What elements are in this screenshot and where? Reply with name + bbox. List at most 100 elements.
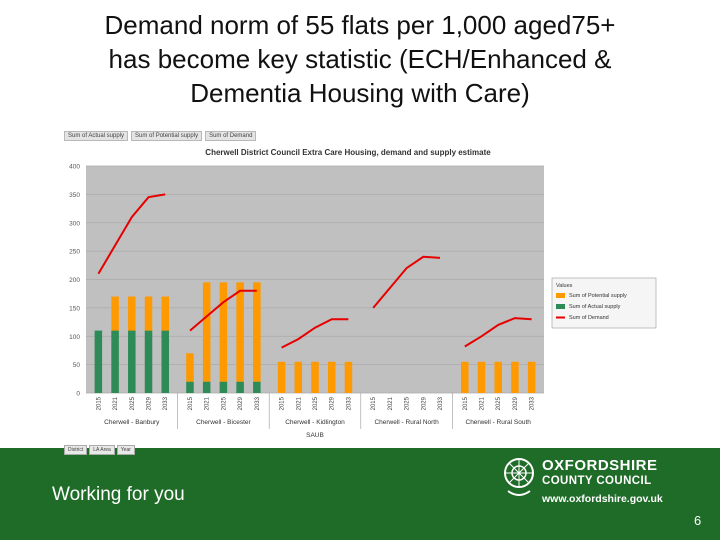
- title-line-3: Dementia Housing with Care): [190, 78, 530, 108]
- y-tick-label: 350: [69, 192, 80, 199]
- group-label: Cherwell - Rural South: [466, 419, 532, 426]
- bar-potential-supply: [494, 361, 502, 393]
- filter-bar: District LA Area Year: [64, 445, 135, 455]
- bar-potential-supply: [144, 296, 153, 331]
- bar-potential-supply: [128, 296, 136, 331]
- bar-actual-supply: [161, 330, 170, 393]
- title-line-2: has become key statistic (ECH/Enhanced &: [108, 44, 612, 74]
- x-tick-label: 2033: [163, 396, 169, 410]
- x-tick-label: 2025: [405, 396, 411, 410]
- y-tick-label: 50: [73, 362, 81, 369]
- org-name-line1: OXFORDSHIRE: [542, 457, 658, 474]
- legend-entry: Sum of Demand: [569, 315, 609, 321]
- bar-potential-supply: [186, 353, 194, 382]
- bar-potential-supply: [460, 361, 469, 393]
- y-tick-label: 100: [69, 334, 80, 341]
- bar-potential-supply: [344, 361, 353, 393]
- demand-line: [372, 255, 441, 309]
- bar-actual-supply: [236, 381, 244, 393]
- filter-district-button[interactable]: District: [64, 445, 88, 455]
- x-tick-label: 2015: [188, 396, 194, 410]
- crest-icon: [504, 458, 534, 496]
- bar-actual-supply: [186, 381, 194, 393]
- bar-actual-supply: [128, 330, 136, 393]
- y-tick-label: 0: [76, 391, 80, 398]
- filter-year-button[interactable]: Year: [116, 445, 135, 455]
- x-tick-label: 2029: [421, 396, 427, 410]
- x-tick-label: 2029: [330, 396, 336, 410]
- bar-actual-supply: [94, 330, 103, 393]
- bar-potential-supply: [327, 361, 336, 393]
- bar-potential-supply: [511, 361, 519, 393]
- x-tick-label: 2021: [479, 396, 485, 410]
- bar-actual-supply: [144, 330, 153, 393]
- x-tick-label: 2033: [530, 396, 536, 410]
- x-tick-label: 2021: [296, 396, 302, 410]
- bar-potential-supply: [277, 361, 286, 393]
- legend-title: Values: [556, 283, 573, 289]
- x-tick-label: 2021: [205, 396, 211, 410]
- y-tick-label: 200: [69, 277, 80, 284]
- demand-line: [281, 318, 349, 349]
- org-website: www.oxfordshire.gov.uk: [542, 493, 663, 505]
- x-tick-label: 2015: [280, 396, 286, 410]
- x-tick-label: 2025: [313, 396, 319, 410]
- legend-box: [551, 277, 657, 329]
- legend-swatch: [556, 304, 565, 309]
- y-tick-label: 250: [69, 249, 80, 256]
- legend-entry: Sum of Potential supply: [569, 293, 627, 299]
- y-tick-label: 400: [69, 164, 80, 171]
- bar-actual-supply: [253, 381, 261, 393]
- footer-band: [0, 448, 720, 540]
- chart-frame: Cherwell District Council Extra Care Hou…: [58, 140, 666, 440]
- group-label: Cherwell - Bicester: [196, 419, 251, 426]
- x-tick-label: 2029: [513, 396, 519, 410]
- y-tick-label: 300: [69, 220, 80, 227]
- x-tick-label: 2025: [130, 396, 136, 410]
- chart-title: Cherwell District Council Extra Care Hou…: [205, 148, 491, 157]
- slide-title: Demand norm of 55 flats per 1,000 aged75…: [0, 8, 720, 110]
- x-tick-label: 2025: [496, 396, 502, 410]
- bar-actual-supply: [202, 381, 211, 393]
- bar-potential-supply: [253, 282, 261, 382]
- org-name-line2: COUNTY COUNCIL: [542, 475, 652, 487]
- group-label: Cherwell - Kidlington: [285, 419, 345, 426]
- bar-actual-supply: [111, 330, 119, 393]
- pivot-field-potential-button[interactable]: Sum of Potential supply: [131, 131, 203, 141]
- filter-la-area-button[interactable]: LA Area: [89, 445, 115, 455]
- title-line-1: Demand norm of 55 flats per 1,000 aged75…: [104, 10, 616, 40]
- demand-line: [464, 317, 532, 348]
- x-tick-label: 2021: [113, 396, 119, 410]
- bar-potential-supply: [202, 282, 211, 382]
- pivot-field-actual-button[interactable]: Sum of Actual supply: [64, 131, 129, 141]
- bar-potential-supply: [111, 296, 119, 331]
- x-tick-label: 2021: [388, 396, 394, 410]
- legend-entry: Sum of Actual supply: [569, 304, 621, 310]
- x-tick-label: 2033: [438, 396, 444, 410]
- bar-potential-supply: [527, 361, 536, 393]
- chart-svg: Cherwell District Council Extra Care Hou…: [69, 148, 657, 439]
- x-tick-label: 2015: [96, 396, 102, 410]
- x-tick-label: 2033: [255, 396, 261, 410]
- group-label: Cherwell - Rural North: [374, 419, 439, 426]
- bar-potential-supply: [477, 361, 486, 393]
- pivot-field-demand-button[interactable]: Sum of Demand: [205, 131, 257, 141]
- x-axis-label: SAUB: [306, 432, 324, 439]
- x-tick-label: 2025: [221, 396, 227, 410]
- demand-line: [97, 193, 166, 275]
- x-tick-label: 2015: [463, 396, 469, 410]
- legend-swatch: [556, 293, 565, 298]
- bar-actual-supply: [219, 381, 228, 393]
- bar-potential-supply: [236, 282, 244, 382]
- y-tick-label: 150: [69, 305, 80, 312]
- bar-potential-supply: [294, 361, 303, 393]
- x-tick-label: 2033: [346, 396, 352, 410]
- bar-potential-supply: [161, 296, 170, 331]
- bar-potential-supply: [219, 282, 228, 382]
- x-tick-label: 2029: [147, 396, 153, 410]
- pivot-field-buttons: Sum of Actual supply Sum of Potential su…: [64, 131, 257, 141]
- slide-number: 6: [694, 513, 702, 528]
- bar-potential-supply: [311, 361, 319, 393]
- x-tick-label: 2015: [371, 396, 377, 410]
- footer-tagline: Working for you: [52, 484, 185, 505]
